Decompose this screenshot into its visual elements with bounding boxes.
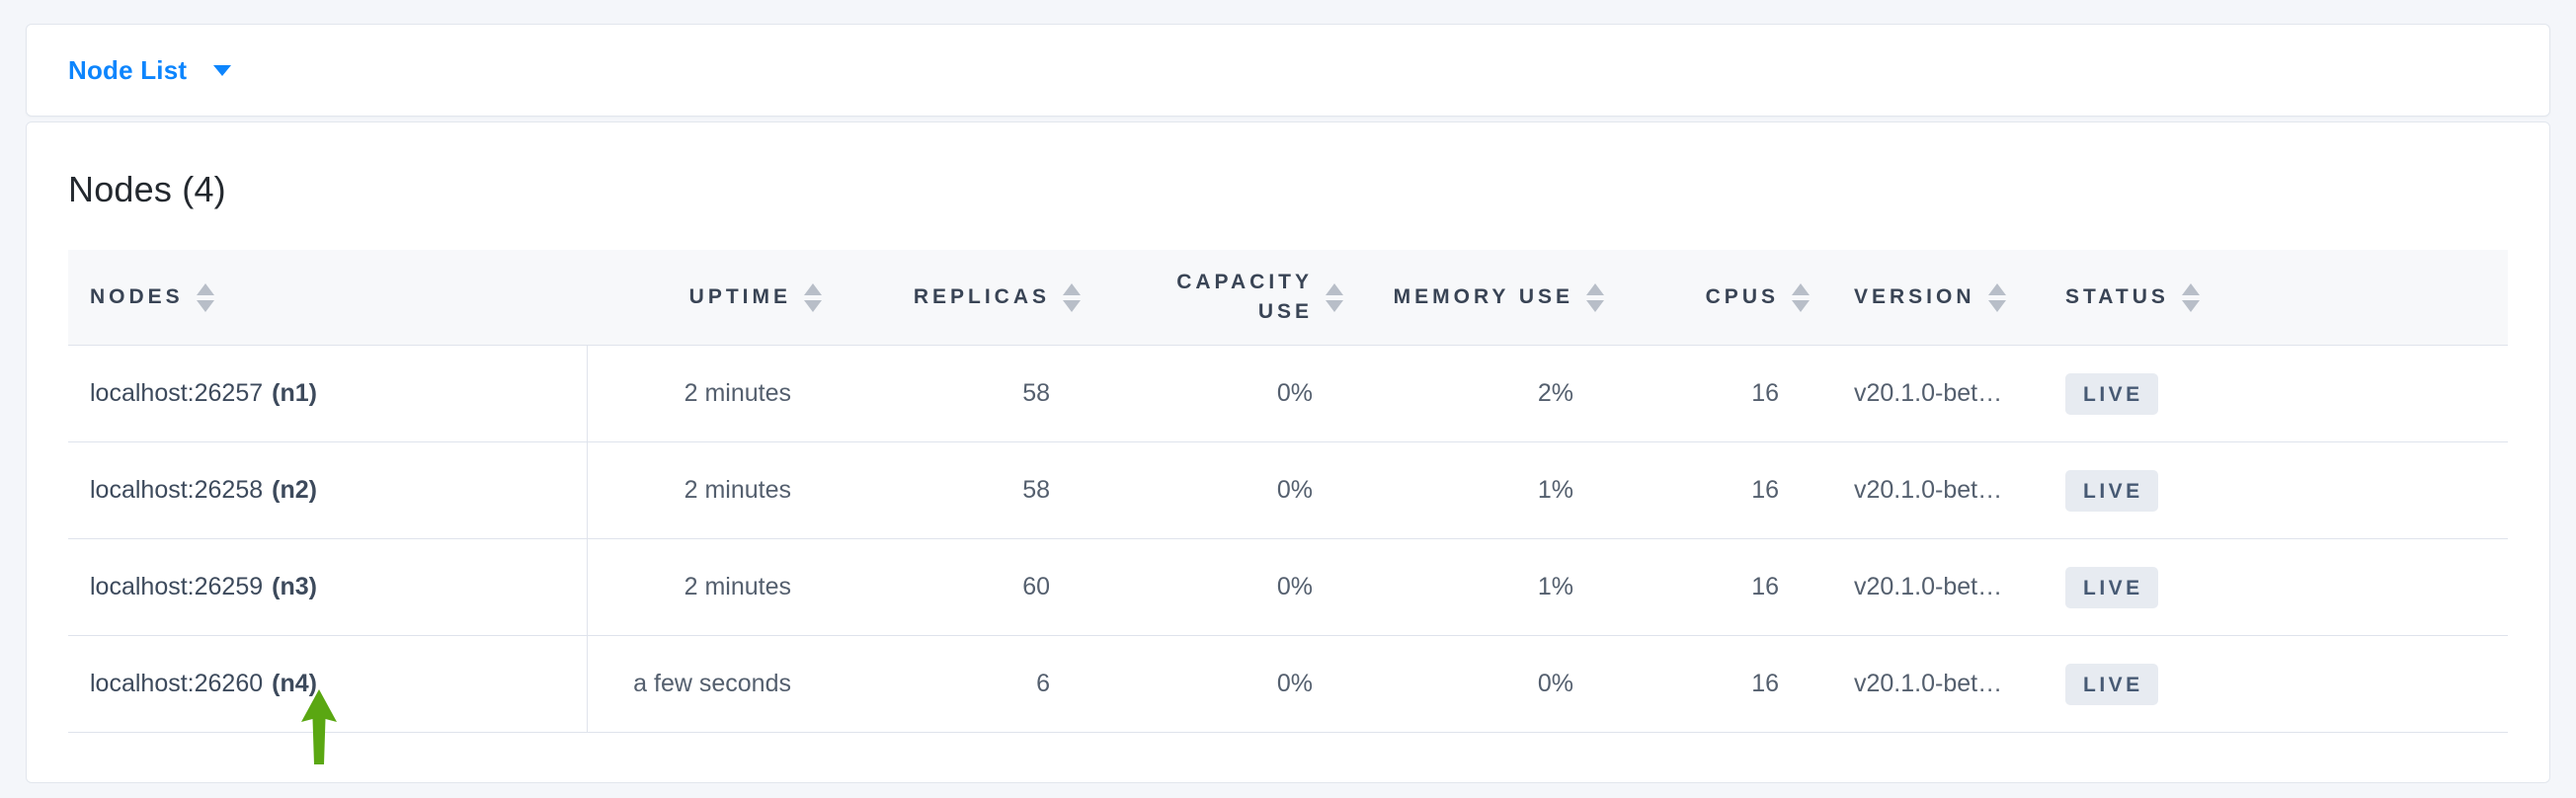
version-cell: v20.1.0-bet… <box>1854 670 2003 698</box>
replicas-cell: 58 <box>1022 476 1050 505</box>
capacity-use-cell: 0% <box>1276 670 1313 698</box>
version-cell: v20.1.0-bet… <box>1854 573 2003 601</box>
sort-icon <box>804 282 822 312</box>
node-address-cell: localhost:26258 (n2) <box>68 442 588 539</box>
uptime-cell: 2 minutes <box>684 573 791 601</box>
table-row: localhost:26257 (n1) 2 minutes 58 0% 2% … <box>68 346 2508 443</box>
node-address: localhost:26257 <box>90 379 264 408</box>
memory-use-cell: 2% <box>1537 379 1573 408</box>
status-cell: LIVE <box>2038 442 2235 538</box>
node-address: localhost:26260 <box>90 670 264 698</box>
cpus-cell: 16 <box>1751 379 1779 408</box>
filler-cell <box>2235 346 2508 441</box>
table-header-row: Nodes Uptime Replicas <box>68 250 2508 347</box>
status-badge: LIVE <box>2065 663 2158 705</box>
status-cell: LIVE <box>2038 636 2235 732</box>
status-cell: LIVE <box>2038 539 2235 635</box>
node-id: (n3) <box>272 573 317 601</box>
node-address: localhost:26259 <box>90 573 264 601</box>
node-id: (n1) <box>272 379 317 408</box>
node-address-cell: localhost:26257 (n1) <box>68 346 588 442</box>
cpus-cell: 16 <box>1751 573 1779 601</box>
column-header-replicas[interactable]: Replicas <box>831 250 1089 345</box>
column-header-memory-use[interactable]: Memory Use <box>1352 250 1613 345</box>
replicas-cell: 58 <box>1022 379 1050 408</box>
cpus-cell: 16 <box>1751 670 1779 698</box>
node-id: (n4) <box>272 670 317 698</box>
status-cell: LIVE <box>2038 346 2235 441</box>
view-selector-dropdown[interactable]: Node List <box>68 55 232 86</box>
status-badge: LIVE <box>2065 372 2158 415</box>
status-badge: LIVE <box>2065 469 2158 512</box>
nodes-table: Nodes Uptime Replicas <box>68 250 2508 734</box>
status-badge: LIVE <box>2065 566 2158 608</box>
uptime-cell: 2 minutes <box>684 379 791 408</box>
filler-cell <box>2235 636 2508 732</box>
column-header-filler <box>2235 250 2508 345</box>
column-header-capacity-use[interactable]: Capacity Use <box>1089 250 1352 345</box>
version-cell: v20.1.0-bet… <box>1854 476 2003 505</box>
annotation-arrow-icon <box>301 689 337 764</box>
filler-cell <box>2235 442 2508 538</box>
sort-icon <box>1792 282 1810 312</box>
sort-icon <box>2181 282 2200 312</box>
replicas-cell: 60 <box>1022 573 1050 601</box>
node-address-cell: localhost:26260 (n4) <box>68 636 588 733</box>
page-header: Node List <box>26 24 2550 117</box>
cpus-cell: 16 <box>1751 476 1779 505</box>
column-header-uptime[interactable]: Uptime <box>588 250 831 345</box>
node-id: (n2) <box>272 476 317 505</box>
memory-use-cell: 1% <box>1537 476 1573 505</box>
node-address: localhost:26258 <box>90 476 264 505</box>
node-address-cell: localhost:26259 (n3) <box>68 539 588 636</box>
page-title: Nodes (4) <box>68 169 226 209</box>
table-body: localhost:26257 (n1) 2 minutes 58 0% 2% … <box>68 346 2508 734</box>
table-row: localhost:26260 (n4) a few seconds 6 0% … <box>68 636 2508 734</box>
table-row: localhost:26259 (n3) 2 minutes 60 0% 1% … <box>68 539 2508 637</box>
sort-icon <box>1326 282 1343 312</box>
filler-cell <box>2235 539 2508 635</box>
version-cell: v20.1.0-bet… <box>1854 379 2003 408</box>
memory-use-cell: 1% <box>1537 573 1573 601</box>
sort-icon <box>1987 282 2006 312</box>
column-header-version[interactable]: Version <box>1818 250 2038 345</box>
table-row: localhost:26258 (n2) 2 minutes 58 0% 1% … <box>68 442 2508 540</box>
column-header-status[interactable]: Status <box>2038 250 2235 345</box>
replicas-cell: 6 <box>1036 670 1050 698</box>
uptime-cell: a few seconds <box>633 670 791 698</box>
sort-icon <box>1063 282 1081 312</box>
view-selector-label: Node List <box>68 54 188 85</box>
column-header-nodes[interactable]: Nodes <box>68 250 588 345</box>
nodes-panel: Nodes (4) Nodes Uptime <box>26 121 2550 783</box>
memory-use-cell: 0% <box>1537 670 1573 698</box>
sort-icon <box>1586 282 1604 312</box>
uptime-cell: 2 minutes <box>684 476 791 505</box>
chevron-down-icon <box>213 64 232 76</box>
capacity-use-cell: 0% <box>1276 573 1313 601</box>
column-header-cpus[interactable]: CPUs <box>1613 250 1818 345</box>
capacity-use-cell: 0% <box>1276 379 1313 408</box>
sort-icon <box>196 282 214 312</box>
capacity-use-cell: 0% <box>1276 476 1313 505</box>
